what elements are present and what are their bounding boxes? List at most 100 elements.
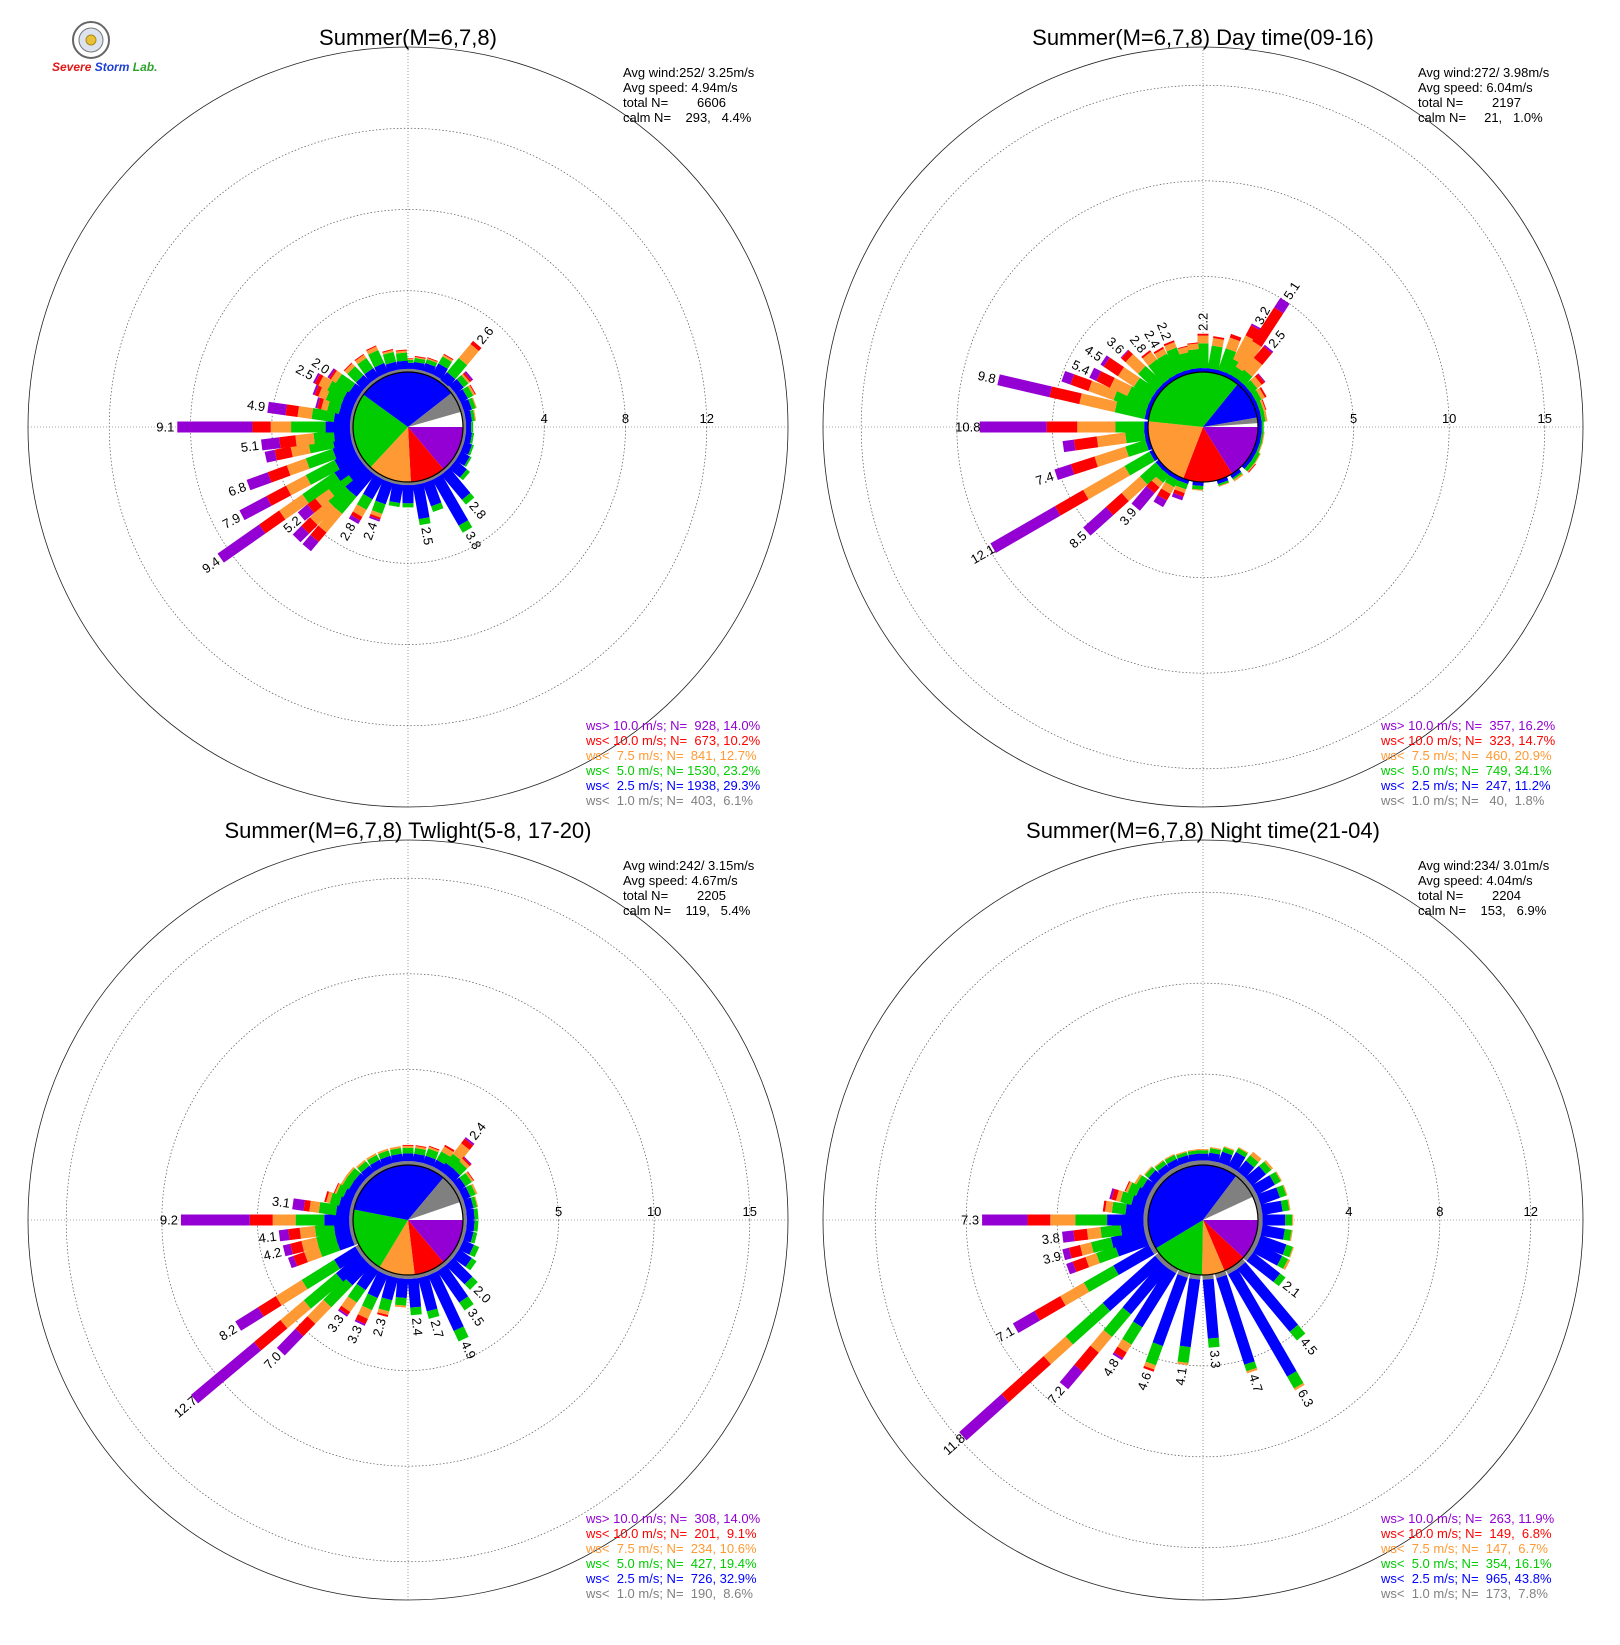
bar-segment bbox=[1220, 1272, 1221, 1276]
bar-segment bbox=[1125, 354, 1129, 358]
bar-segment bbox=[1254, 456, 1257, 458]
legend-label: ws< 2.5 m/s; N= bbox=[1380, 1571, 1479, 1586]
bar-segment bbox=[452, 464, 463, 473]
bar-segment bbox=[350, 1171, 351, 1172]
bar-segment bbox=[1215, 1149, 1216, 1153]
bar-segment bbox=[428, 365, 431, 373]
bar-segment bbox=[1180, 488, 1181, 492]
bar-segment bbox=[388, 353, 391, 363]
bar-segment bbox=[1245, 1182, 1248, 1185]
bar-segment bbox=[383, 1152, 385, 1157]
legend-entry: ws< 7.5 m/s; N= 147, 6.7% bbox=[1380, 1541, 1548, 1556]
bar-segment bbox=[1284, 1234, 1291, 1235]
bar-segment bbox=[1145, 1233, 1149, 1234]
bar-segment bbox=[375, 516, 376, 518]
bar-segment bbox=[1088, 1233, 1102, 1235]
bar-segment bbox=[1185, 353, 1189, 370]
bar-segment bbox=[314, 436, 334, 438]
bar-segment bbox=[296, 439, 314, 441]
bar-value-label: 6.3 bbox=[1295, 1387, 1317, 1410]
bar-segment bbox=[1250, 328, 1255, 338]
bar-segment bbox=[469, 1176, 471, 1177]
bar-segment bbox=[262, 443, 280, 445]
bar-segment bbox=[470, 450, 472, 451]
bar-value-label: 4.8 bbox=[1100, 1356, 1122, 1379]
direction-bar bbox=[1257, 437, 1264, 438]
bar-segment bbox=[1166, 485, 1170, 492]
bar-segment bbox=[369, 371, 375, 379]
bar-segment bbox=[1150, 484, 1155, 490]
bar-segment bbox=[1262, 1230, 1284, 1234]
bar-segment bbox=[385, 1158, 388, 1165]
bar-segment bbox=[424, 518, 425, 524]
bar-segment bbox=[475, 344, 478, 347]
bar-segment bbox=[342, 1312, 343, 1314]
bar-segment bbox=[1149, 1196, 1153, 1198]
bar-segment bbox=[315, 529, 323, 538]
bar-segment bbox=[462, 1177, 468, 1181]
bar-segment bbox=[262, 515, 282, 529]
bar-segment bbox=[1159, 1164, 1162, 1168]
bar-value-label: 2.4 bbox=[409, 1317, 426, 1336]
bar-segment bbox=[1159, 351, 1162, 356]
bar-segment bbox=[1171, 1267, 1173, 1271]
bar-segment bbox=[311, 502, 319, 509]
bar-segment bbox=[1122, 1342, 1127, 1350]
bar-segment bbox=[467, 1225, 475, 1226]
bar-segment bbox=[1121, 372, 1137, 383]
bar-segment bbox=[371, 349, 373, 353]
bar-segment bbox=[383, 1310, 384, 1314]
ring-label: 15 bbox=[1538, 411, 1552, 426]
stats-line: Avg wind:234/ 3.01m/s bbox=[1418, 858, 1550, 873]
legend-label: ws< 2.5 m/s; N= bbox=[585, 778, 684, 793]
bar-segment bbox=[465, 437, 471, 438]
legend-label: ws< 10.0 m/s; N= bbox=[1380, 733, 1482, 748]
bar-segment bbox=[381, 482, 389, 503]
legend-value: 749, 34.1% bbox=[1479, 763, 1552, 778]
bar-segment bbox=[1127, 445, 1147, 452]
bar-segment bbox=[1158, 350, 1159, 352]
legend-entry: ws< 2.5 m/s; N= 247, 11.2% bbox=[1380, 778, 1551, 793]
bar-segment bbox=[1227, 1149, 1229, 1153]
bar-value-label: 6.8 bbox=[226, 479, 248, 499]
bar-segment bbox=[1252, 1246, 1256, 1248]
bar-value-label: 2.0 bbox=[471, 1283, 494, 1306]
legend-entry: ws< 5.0 m/s; N= 749, 34.1% bbox=[1380, 763, 1552, 778]
bar-segment bbox=[320, 392, 328, 395]
bar-segment bbox=[431, 361, 432, 365]
bar-segment bbox=[463, 404, 471, 407]
direction-bar bbox=[1257, 416, 1266, 418]
bar-segment bbox=[373, 352, 379, 365]
legend-entry: ws< 5.0 m/s; N= 1530, 23.2% bbox=[585, 763, 761, 778]
ring-label: 5 bbox=[1350, 411, 1357, 426]
bar-segment bbox=[280, 441, 296, 443]
bar-segment bbox=[1256, 326, 1257, 328]
legend-value: 149, 6.8% bbox=[1482, 1526, 1552, 1541]
ring-label: 12 bbox=[700, 411, 714, 426]
bar-segment bbox=[269, 470, 288, 477]
bar-segment bbox=[1258, 378, 1261, 380]
bar-segment bbox=[376, 512, 377, 516]
bar-segment bbox=[1101, 1230, 1121, 1232]
stats-line: Avg speed: 4.67m/s bbox=[623, 873, 738, 888]
bar-segment bbox=[1185, 1163, 1186, 1167]
direction-bar bbox=[1169, 1156, 1177, 1171]
direction-bar bbox=[427, 1148, 435, 1169]
bar-segment bbox=[1095, 1334, 1108, 1350]
bar-value-label: 2.8 bbox=[337, 520, 359, 543]
direction-bar bbox=[395, 1147, 398, 1166]
bar-segment bbox=[346, 1300, 353, 1309]
direction-bar bbox=[1255, 446, 1261, 448]
legend-value: 234, 10.6% bbox=[684, 1541, 757, 1556]
bar-segment bbox=[1159, 1180, 1162, 1183]
bar-segment bbox=[1258, 406, 1262, 407]
bar-segment bbox=[465, 1235, 472, 1237]
direction-bar: 11.8 bbox=[940, 1257, 1162, 1458]
bar-segment bbox=[1162, 491, 1166, 498]
bar-segment bbox=[384, 1299, 387, 1310]
bar-segment bbox=[1098, 1251, 1117, 1258]
bar-segment bbox=[1261, 378, 1262, 379]
